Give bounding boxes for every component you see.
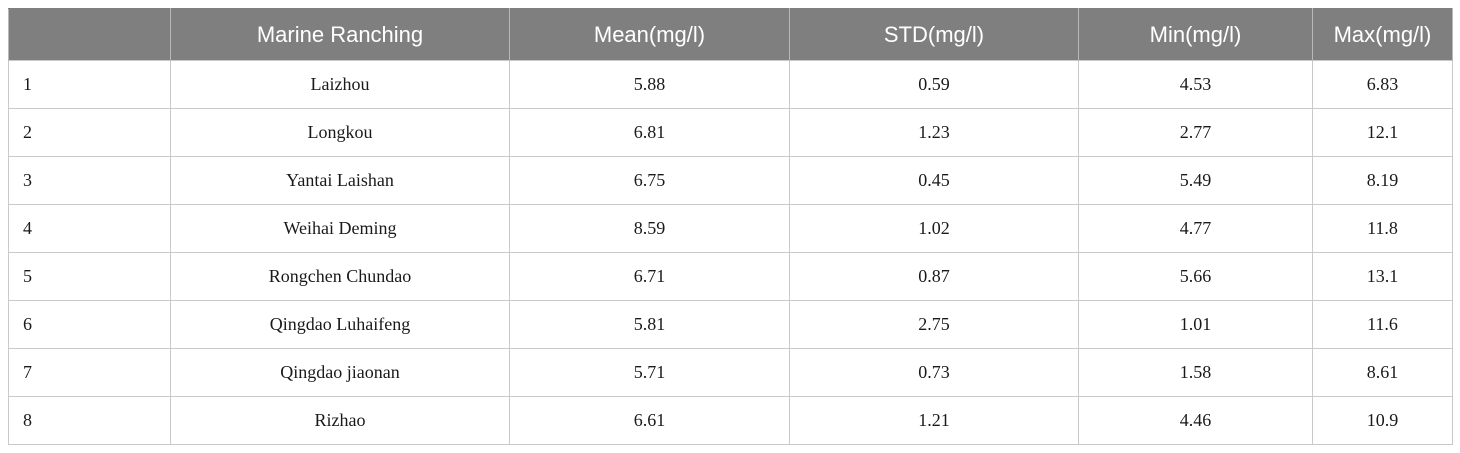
row-index: 3 <box>8 156 171 205</box>
ranching-name: Yantai Laishan <box>170 156 510 205</box>
row-index: 2 <box>8 108 171 157</box>
std-value: 0.45 <box>789 156 1079 205</box>
table-row: 5 Rongchen Chundao 6.71 0.87 5.66 13.1 <box>8 252 1453 301</box>
std-value: 0.73 <box>789 348 1079 397</box>
min-value: 2.77 <box>1078 108 1313 157</box>
max-value: 11.6 <box>1312 300 1453 349</box>
mean-value: 5.81 <box>509 300 790 349</box>
table-row: 1 Laizhou 5.88 0.59 4.53 6.83 <box>8 60 1453 109</box>
max-value: 12.1 <box>1312 108 1453 157</box>
table-row: 4 Weihai Deming 8.59 1.02 4.77 11.8 <box>8 204 1453 253</box>
table-row: 7 Qingdao jiaonan 5.71 0.73 1.58 8.61 <box>8 348 1453 397</box>
max-value: 6.83 <box>1312 60 1453 109</box>
std-value: 1.02 <box>789 204 1079 253</box>
min-value: 5.66 <box>1078 252 1313 301</box>
row-index: 7 <box>8 348 171 397</box>
mean-value: 8.59 <box>509 204 790 253</box>
max-value: 8.19 <box>1312 156 1453 205</box>
header-marine-ranching: Marine Ranching <box>170 8 510 61</box>
mean-value: 5.71 <box>509 348 790 397</box>
ranching-name: Rizhao <box>170 396 510 445</box>
header-max: Max(mg/l) <box>1312 8 1453 61</box>
max-value: 13.1 <box>1312 252 1453 301</box>
table-row: 3 Yantai Laishan 6.75 0.45 5.49 8.19 <box>8 156 1453 205</box>
ranching-name: Longkou <box>170 108 510 157</box>
std-value: 0.87 <box>789 252 1079 301</box>
data-table-container: Marine Ranching Mean(mg/l) STD(mg/l) Min… <box>8 8 1453 445</box>
ranching-name: Qingdao jiaonan <box>170 348 510 397</box>
row-index: 1 <box>8 60 171 109</box>
row-index: 8 <box>8 396 171 445</box>
header-index <box>8 8 171 61</box>
max-value: 10.9 <box>1312 396 1453 445</box>
marine-ranching-table: Marine Ranching Mean(mg/l) STD(mg/l) Min… <box>8 8 1453 445</box>
row-index: 6 <box>8 300 171 349</box>
std-value: 1.21 <box>789 396 1079 445</box>
header-mean: Mean(mg/l) <box>509 8 790 61</box>
table-row: 2 Longkou 6.81 1.23 2.77 12.1 <box>8 108 1453 157</box>
ranching-name: Qingdao Luhaifeng <box>170 300 510 349</box>
table-row: 8 Rizhao 6.61 1.21 4.46 10.9 <box>8 396 1453 445</box>
ranching-name: Laizhou <box>170 60 510 109</box>
mean-value: 5.88 <box>509 60 790 109</box>
min-value: 5.49 <box>1078 156 1313 205</box>
mean-value: 6.75 <box>509 156 790 205</box>
ranching-name: Weihai Deming <box>170 204 510 253</box>
mean-value: 6.61 <box>509 396 790 445</box>
table-row: 6 Qingdao Luhaifeng 5.81 2.75 1.01 11.6 <box>8 300 1453 349</box>
header-min: Min(mg/l) <box>1078 8 1313 61</box>
min-value: 4.77 <box>1078 204 1313 253</box>
std-value: 1.23 <box>789 108 1079 157</box>
ranching-name: Rongchen Chundao <box>170 252 510 301</box>
max-value: 11.8 <box>1312 204 1453 253</box>
std-value: 0.59 <box>789 60 1079 109</box>
max-value: 8.61 <box>1312 348 1453 397</box>
mean-value: 6.71 <box>509 252 790 301</box>
row-index: 4 <box>8 204 171 253</box>
min-value: 1.58 <box>1078 348 1313 397</box>
min-value: 4.53 <box>1078 60 1313 109</box>
mean-value: 6.81 <box>509 108 790 157</box>
min-value: 1.01 <box>1078 300 1313 349</box>
min-value: 4.46 <box>1078 396 1313 445</box>
header-std: STD(mg/l) <box>789 8 1079 61</box>
std-value: 2.75 <box>789 300 1079 349</box>
row-index: 5 <box>8 252 171 301</box>
table-header-row: Marine Ranching Mean(mg/l) STD(mg/l) Min… <box>8 8 1453 61</box>
